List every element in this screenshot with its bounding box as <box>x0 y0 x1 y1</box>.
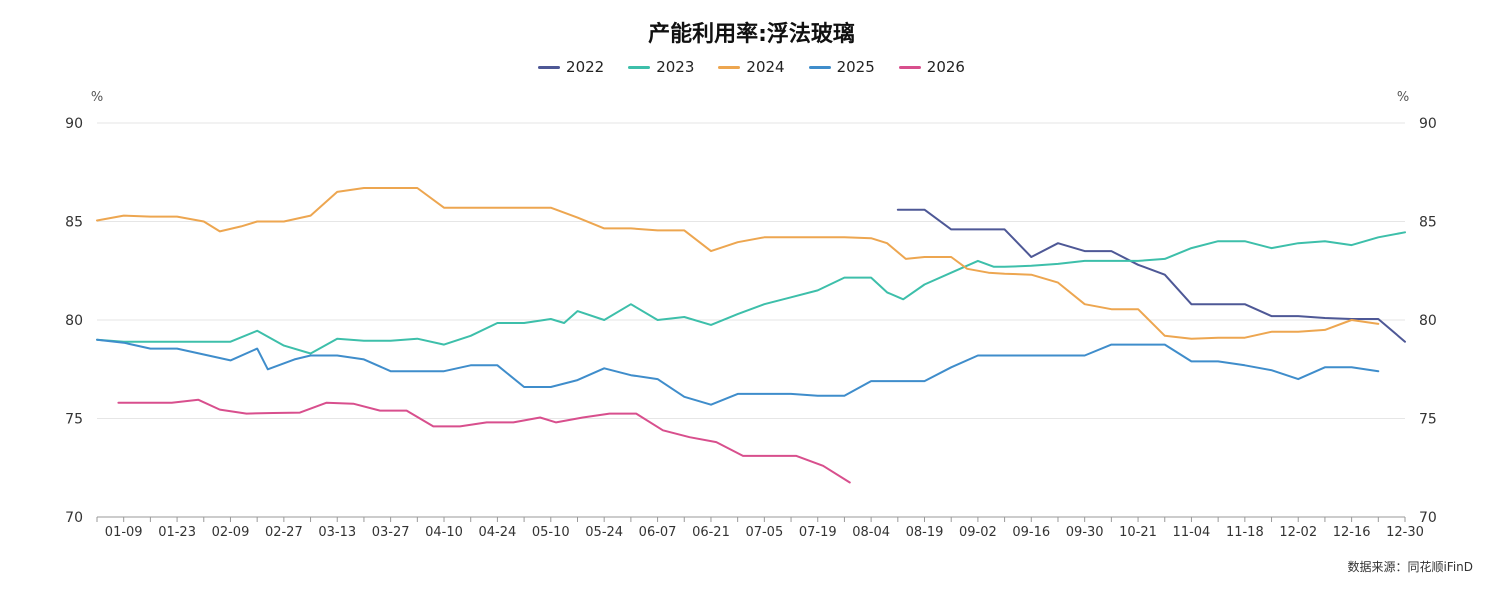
series-line-2025 <box>96 338 1380 406</box>
x-tick-label: 12-02 <box>1279 525 1317 540</box>
x-tick-label: 08-04 <box>852 525 890 540</box>
x-tick-label: 05-24 <box>585 525 623 540</box>
x-tick-label: 04-24 <box>479 525 517 540</box>
x-tick-label: 02-27 <box>265 525 303 540</box>
source-note: 数据来源：同花顺iFinD <box>1347 560 1473 574</box>
x-tick-label: 09-02 <box>959 525 997 540</box>
x-tick-label: 03-27 <box>372 525 410 540</box>
legend-swatch <box>538 65 561 69</box>
legend-label: 2025 <box>836 58 875 76</box>
x-tick-label: 09-16 <box>1012 525 1050 540</box>
legend-item-2025[interactable]: 2025 <box>808 58 875 76</box>
x-tick-label: 01-09 <box>105 525 143 540</box>
legend-swatch <box>628 65 651 69</box>
legend-item-2024[interactable]: 2024 <box>718 58 785 76</box>
y-tick-label-right: 90 <box>1419 116 1437 132</box>
chart-legend: 2022 2023 2024 2025 2026 <box>0 58 1503 76</box>
legend-label: 2026 <box>926 58 965 76</box>
x-tick-label: 03-13 <box>318 525 356 540</box>
x-tick-label: 09-30 <box>1066 525 1104 540</box>
x-tick-label: 11-18 <box>1226 525 1264 540</box>
y-tick-label-right: 75 <box>1419 412 1437 428</box>
y-unit-right: % <box>1397 90 1409 105</box>
x-tick-label: 06-21 <box>692 525 730 540</box>
legend-item-2026[interactable]: 2026 <box>898 58 965 76</box>
x-tick-label: 07-05 <box>745 525 783 540</box>
legend-swatch <box>808 65 831 69</box>
y-tick-label-right: 70 <box>1419 510 1437 526</box>
x-tick-label: 05-10 <box>532 525 570 540</box>
x-tick-label: 02-09 <box>212 525 250 540</box>
x-tick-label: 12-16 <box>1333 525 1371 540</box>
chart-title: 产能利用率:浮法玻璃 <box>648 22 855 47</box>
legend-label: 2022 <box>566 58 605 76</box>
y-tick-label-left: 80 <box>65 313 83 329</box>
y-tick-label-left: 85 <box>65 215 83 231</box>
legend-swatch <box>898 65 921 69</box>
series-line-2024 <box>96 187 1380 340</box>
series-line-2022 <box>896 208 1406 343</box>
y-tick-label-left: 75 <box>65 412 83 428</box>
y-tick-label-left: 90 <box>65 116 83 132</box>
legend-item-2023[interactable]: 2023 <box>628 58 694 76</box>
series-line-2026 <box>117 398 851 484</box>
y-tick-label-left: 70 <box>65 510 83 526</box>
y-tick-label-right: 80 <box>1419 313 1437 329</box>
x-tick-label: 08-19 <box>906 525 944 540</box>
x-tick-label: 12-30 <box>1386 525 1424 540</box>
legend-label: 2024 <box>746 58 785 76</box>
x-tick-label: 10-21 <box>1119 525 1157 540</box>
series-line-2023 <box>96 231 1406 355</box>
x-tick-label: 11-04 <box>1173 525 1211 540</box>
legend-label: 2023 <box>656 58 695 76</box>
y-unit-left: % <box>91 90 103 105</box>
legend-item-2022[interactable]: 2022 <box>538 58 604 76</box>
x-tick-label: 04-10 <box>425 525 463 540</box>
y-tick-label-right: 85 <box>1419 215 1437 231</box>
x-tick-label: 06-07 <box>639 525 677 540</box>
x-tick-label: 01-23 <box>158 525 196 540</box>
legend-swatch <box>718 65 741 69</box>
x-tick-label: 07-19 <box>799 525 837 540</box>
